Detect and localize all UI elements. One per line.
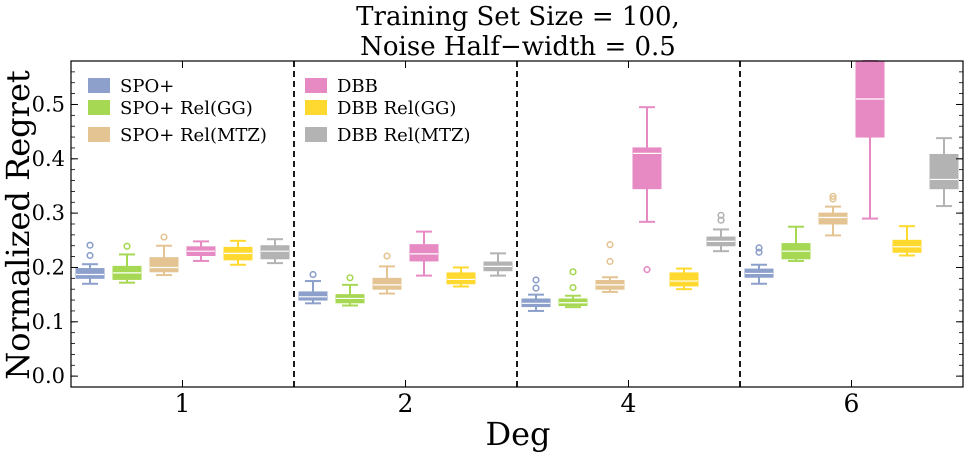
outlier-point [160, 233, 168, 241]
outlier-point [86, 251, 94, 260]
outlier-point [755, 248, 763, 256]
legend-label: DBB Rel(GG) [337, 98, 456, 119]
x-tick-label: 4 [621, 389, 637, 418]
outlier-point [86, 241, 94, 249]
legend-item: DBB Rel(MTZ) [305, 125, 471, 146]
box-body [409, 244, 439, 262]
chart-title: Training Set Size = 100, Noise Half−widt… [356, 2, 680, 62]
plot-area [75, 60, 959, 387]
y-tick-label: 0.5 [32, 92, 65, 116]
outlier-point [346, 274, 354, 282]
y-tick-label: 0.4 [32, 147, 65, 171]
outlier-point [829, 192, 837, 200]
outlier-point [755, 244, 763, 252]
outlier-point [717, 211, 725, 219]
box-body [632, 147, 662, 190]
legend-item: DBB Rel(GG) [305, 98, 456, 119]
outlier-point [569, 268, 577, 276]
legend-swatch [305, 78, 327, 93]
axes: 0.0 0.1 0.2 0.3 0.4 0.5 1 2 4 6 [32, 61, 963, 418]
legend-swatch [88, 127, 110, 142]
box-body [372, 277, 402, 290]
legend-item: SPO+ Rel(GG) [88, 98, 253, 119]
outlier-point [383, 252, 391, 260]
box-body [929, 153, 959, 190]
legend-label: SPO+ Rel(GG) [120, 98, 253, 119]
outlier-point [123, 242, 131, 250]
box-body [149, 257, 179, 273]
box-body [75, 268, 105, 279]
x-tick-label: 6 [844, 389, 860, 418]
y-tick-label: 0.3 [32, 201, 65, 225]
legend-label: SPO+ [120, 76, 174, 97]
x-axis-label: Deg [485, 415, 550, 453]
outlier-point [829, 195, 837, 203]
outlier-point [532, 276, 540, 284]
legend-label: DBB Rel(MTZ) [337, 125, 471, 146]
y-tick-label: 0.2 [32, 255, 65, 279]
legend-label: DBB [337, 76, 378, 97]
legend-item: SPO+ [88, 76, 174, 97]
chart-title-line-1: Training Set Size = 100, [356, 2, 680, 32]
x-tick-label: 1 [175, 389, 191, 418]
legend-label: SPO+ Rel(MTZ) [120, 125, 267, 146]
legend-swatch [305, 100, 327, 115]
legend-swatch [305, 127, 327, 142]
y-tick-label: 0.1 [32, 310, 65, 334]
outlier-point [569, 283, 577, 292]
legend-item: DBB [305, 76, 378, 97]
box-body [669, 272, 699, 287]
box-body [260, 245, 290, 260]
outlier-point [309, 270, 317, 279]
legend-swatch [88, 78, 110, 93]
box-body [446, 272, 476, 285]
y-tick-label: 0.0 [32, 364, 65, 388]
x-tick-label: 2 [398, 389, 414, 418]
outlier-point [532, 284, 540, 292]
box-body [298, 291, 328, 301]
outlier-point [606, 241, 614, 249]
legend-swatch [88, 100, 110, 115]
box-body [818, 212, 848, 225]
y-axis-label: Normalized Regret [0, 70, 37, 380]
outlier-point [606, 257, 614, 266]
chart-title-line-2: Noise Half−width = 0.5 [360, 32, 676, 62]
legend-item: SPO+ Rel(MTZ) [88, 125, 267, 146]
outlier-point [643, 266, 651, 274]
